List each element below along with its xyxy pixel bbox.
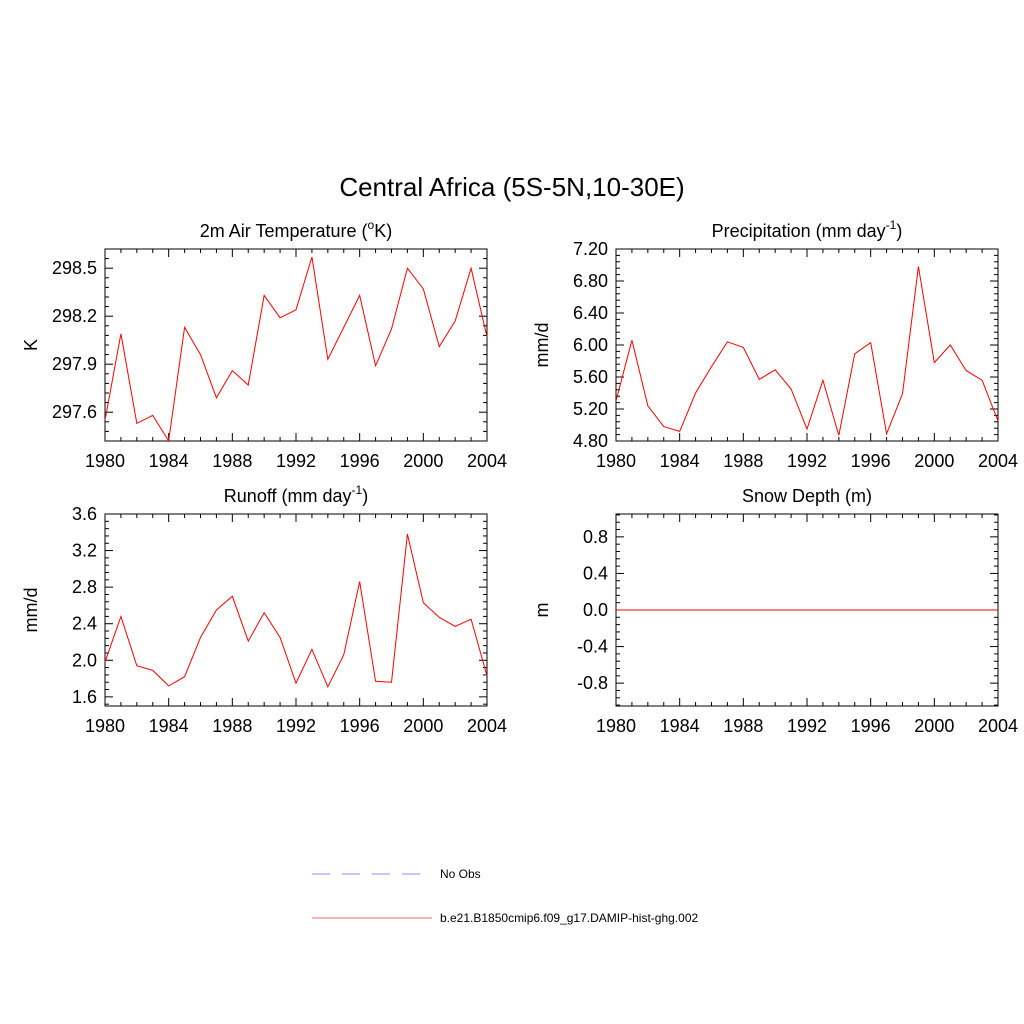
- snow-depth-x-tick-label: 1984: [660, 716, 700, 736]
- runoff-y-tick-label: 3.6: [72, 504, 97, 524]
- runoff-x-tick-label: 1980: [85, 716, 125, 736]
- precipitation-y-tick-label: 5.60: [573, 367, 608, 387]
- precipitation-x-tick-label: 1984: [660, 451, 700, 471]
- precipitation-y-tick-label: 7.20: [573, 239, 608, 259]
- snow-depth-y-tick-label: -0.8: [577, 673, 608, 693]
- snow-depth-y-tick-label: -0.4: [577, 637, 608, 657]
- runoff-plot-frame: [104, 513, 488, 707]
- air-temperature-y-tick-label: 297.9: [52, 354, 97, 374]
- runoff-y-tick-label: 2.0: [72, 650, 97, 670]
- precipitation-x-tick-label: 1992: [787, 451, 827, 471]
- snow-depth-y-tick-label: 0.4: [583, 563, 608, 583]
- air-temperature-x-tick-label: 2000: [403, 451, 443, 471]
- legend-model-label: b.e21.B1850cmip6.f09_g17.DAMIP-hist-ghg.…: [440, 911, 698, 925]
- air-temperature-x-tick-label: 1996: [340, 451, 380, 471]
- panel-snow-depth: 1980 1984 1988 1992 1996 2000 2004 -0.8 -0.4 0.0 0…: [532, 486, 1018, 736]
- air-temperature-y-tick-label: 298.2: [52, 306, 97, 326]
- snow-depth-x-tick-label: 2004: [978, 716, 1018, 736]
- air-temperature-x-tick-label: 2004: [467, 451, 507, 471]
- runoff-x-tick-label: 1996: [340, 716, 380, 736]
- snow-depth-x-tick-label: 1980: [596, 716, 636, 736]
- runoff-x-tick-label: 1992: [276, 716, 316, 736]
- precipitation-y-tick-label: 6.80: [573, 271, 608, 291]
- legend: No Obs b.e21.B1850cmip6.f09_g17.DAMIP-hi…: [312, 867, 698, 925]
- air-temperature-x-tick-label: 1980: [85, 451, 125, 471]
- runoff-x-tick-label: 2000: [403, 716, 443, 736]
- precipitation-x-tick-label: 1988: [723, 451, 763, 471]
- runoff-x-tick-label: 1984: [149, 716, 189, 736]
- air-temperature-y-tick-label: 298.5: [52, 258, 97, 278]
- air-temperature-series-line: [104, 256, 488, 443]
- air-temperature-plot-frame: [104, 248, 488, 442]
- snow-depth-x-tick-label: 1988: [723, 716, 763, 736]
- air-temperature-y-axis-label: K: [21, 339, 41, 351]
- precipitation-x-tick-label: 1996: [851, 451, 891, 471]
- panel-runoff: 1980 1984 1988 1992 1996 2000 2004 1.6 2.0 2.4 2.8…: [21, 483, 507, 736]
- snow-depth-x-tick-label: 1996: [851, 716, 891, 736]
- precipitation-x-tick-label: 1980: [596, 451, 636, 471]
- runoff-x-tick-label: 1988: [212, 716, 252, 736]
- precipitation-x-tick-label: 2004: [978, 451, 1018, 471]
- precipitation-y-tick-label: 4.80: [573, 431, 608, 451]
- snow-depth-y-tick-label: 0.0: [583, 600, 608, 620]
- air-temperature-panel-title: 2m Air Temperature (oK): [200, 218, 392, 241]
- precipitation-y-axis-label: mm/d: [532, 323, 552, 368]
- snow-depth-x-tick-label: 2000: [914, 716, 954, 736]
- precipitation-series-line: [615, 266, 999, 436]
- precipitation-y-tick-label: 6.00: [573, 335, 608, 355]
- runoff-series-line: [104, 533, 488, 688]
- precipitation-x-tick-label: 2000: [914, 451, 954, 471]
- precipitation-y-tick-label: 5.20: [573, 399, 608, 419]
- snow-depth-y-axis-label: m: [532, 603, 552, 618]
- panel-air-temperature: 1980 1984 1988 1992 1996 2000 2004 297.6 297.9 29…: [21, 218, 507, 471]
- runoff-y-tick-label: 1.6: [72, 687, 97, 707]
- precipitation-plot-frame: [615, 248, 999, 442]
- panel-precipitation: 1980 1984 1988 1992 1996 2000 2004 4.80 5.20 5.60…: [532, 218, 1018, 471]
- air-temperature-x-tick-label: 1992: [276, 451, 316, 471]
- snow-depth-panel-title: Snow Depth (m): [742, 486, 872, 506]
- air-temperature-y-tick-label: 297.6: [52, 402, 97, 422]
- runoff-y-tick-label: 3.2: [72, 541, 97, 561]
- air-temperature-x-tick-label: 1988: [212, 451, 252, 471]
- precipitation-y-tick-label: 6.40: [573, 303, 608, 323]
- snow-depth-y-tick-label: 0.8: [583, 527, 608, 547]
- runoff-y-tick-label: 2.4: [72, 614, 97, 634]
- legend-obs-label: No Obs: [440, 867, 481, 881]
- runoff-y-tick-label: 2.8: [72, 577, 97, 597]
- air-temperature-x-tick-label: 1984: [149, 451, 189, 471]
- figure-title: Central Africa (5S-5N,10-30E): [339, 172, 684, 202]
- runoff-panel-title: Runoff (mm day-1): [224, 483, 368, 506]
- precipitation-panel-title: Precipitation (mm day-1): [712, 218, 903, 241]
- runoff-x-tick-label: 2004: [467, 716, 507, 736]
- runoff-y-axis-label: mm/d: [21, 588, 41, 633]
- snow-depth-x-tick-label: 1992: [787, 716, 827, 736]
